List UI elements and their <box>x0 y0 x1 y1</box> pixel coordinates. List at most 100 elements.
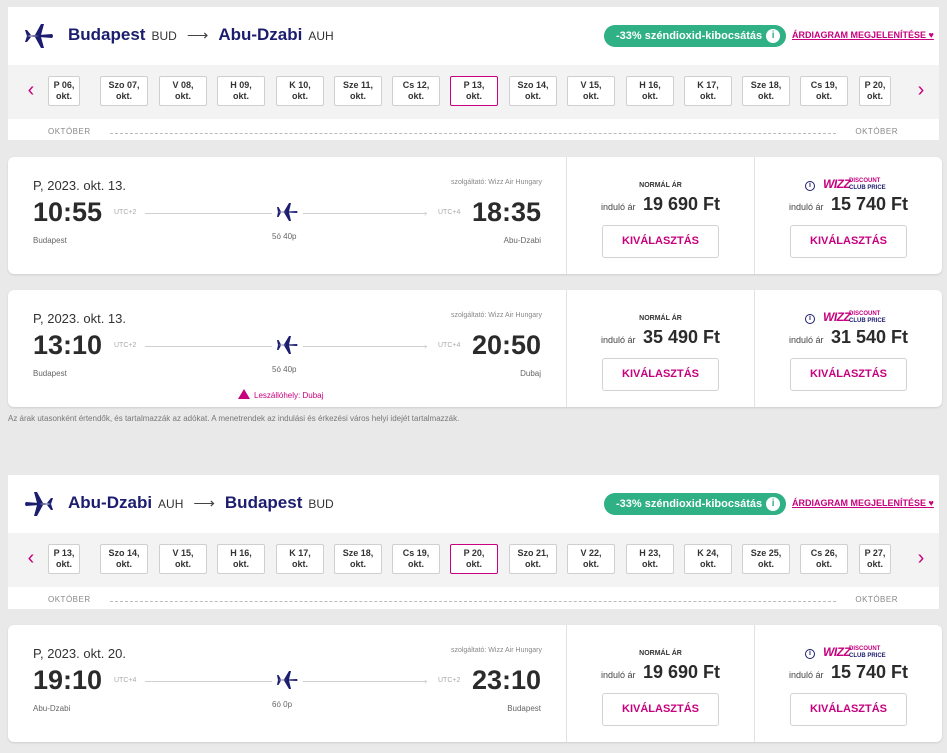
destination-city: Budapest <box>224 493 303 512</box>
month-row: OKTÓBER OKTÓBER <box>48 595 898 607</box>
arrival-time: 18:35 <box>471 197 541 227</box>
date-option-day: Szo 14, <box>517 80 549 90</box>
date-option[interactable]: V 22, okt. <box>567 544 615 574</box>
info-icon[interactable]: i <box>766 29 781 43</box>
info-icon[interactable]: i <box>805 649 815 659</box>
next-dates-arrow-icon[interactable]: › <box>917 547 925 569</box>
info-icon[interactable]: i <box>805 314 815 324</box>
date-option[interactable]: Sze 18, okt. <box>334 544 382 574</box>
date-option-day: Sze 18, <box>750 80 782 90</box>
club-price: induló ár 15 740 Ft <box>755 662 942 683</box>
date-option[interactable]: Cs 19, okt. <box>800 76 848 106</box>
date-option-day: Sze 18, <box>342 548 374 558</box>
date-option-day: P 27, <box>864 548 886 558</box>
date-option[interactable]: Sze 11, okt. <box>334 76 382 106</box>
select-normal-fare-button[interactable]: KIVÁLASZTÁS <box>602 358 719 391</box>
price-chart-link[interactable]: ÁRDIAGRAM MEGJELENÍTÉSE ♥ <box>792 498 934 508</box>
date-option-day: K 17, <box>697 80 719 90</box>
route-arrow: ⟶ <box>186 27 209 44</box>
wizz-club-logo-icon: WIZZ <box>823 645 851 659</box>
date-option-month: okt. <box>465 91 482 101</box>
airplane-icon <box>277 671 298 689</box>
date-option[interactable]: H 16, okt. <box>626 76 674 106</box>
date-option[interactable]: Szo 21, okt. <box>509 544 557 574</box>
wizz-club-logo-icon: WIZZ <box>823 177 851 191</box>
date-strip: ‹ › OKTÓBER OKTÓBER P 13, okt. Szo 14, okt.… <box>8 533 939 604</box>
date-option[interactable]: V 15, okt. <box>159 544 207 574</box>
date-option[interactable]: V 15, okt. <box>567 76 615 106</box>
month-label-right: OKTÓBER <box>855 595 898 604</box>
date-option-month: okt. <box>582 559 599 569</box>
normal-price-column: NORMÁL ÁR induló ár 19 690 Ft KIVÁLASZTÁ… <box>567 157 754 274</box>
select-club-fare-button[interactable]: KIVÁLASZTÁS <box>790 358 907 391</box>
price-chart-link[interactable]: ÁRDIAGRAM MEGJELENÍTÉSE ♥ <box>792 30 934 40</box>
column-divider <box>566 157 567 274</box>
club-label-line3: PRICE <box>867 653 886 659</box>
info-icon[interactable]: i <box>805 181 815 191</box>
date-option-day: K 10, <box>289 80 311 90</box>
date-option-month: okt. <box>407 559 424 569</box>
select-club-fare-button[interactable]: KIVÁLASZTÁS <box>790 693 907 726</box>
column-divider <box>566 625 567 742</box>
date-option[interactable]: K 17, okt. <box>684 76 732 106</box>
from-price-label: induló ár <box>600 670 636 680</box>
route-line <box>145 681 272 682</box>
date-option[interactable]: P 20, okt. <box>859 76 891 106</box>
date-option[interactable]: Szo 14, okt. <box>100 544 148 574</box>
date-option-day: Sze 11, <box>342 80 374 90</box>
date-option[interactable]: K 24, okt. <box>684 544 732 574</box>
prev-dates-arrow-icon[interactable]: ‹ <box>27 79 35 101</box>
date-option[interactable]: Sze 18, okt. <box>742 76 790 106</box>
month-divider <box>110 133 836 134</box>
date-option[interactable]: V 08, okt. <box>159 76 207 106</box>
next-dates-arrow-icon[interactable]: › <box>917 79 925 101</box>
date-option-month: okt. <box>232 559 249 569</box>
info-icon[interactable]: i <box>766 497 781 511</box>
date-option[interactable]: Sze 25, okt. <box>742 544 790 574</box>
club-price-amount: 15 740 Ft <box>830 194 909 214</box>
date-option[interactable]: P 27, okt. <box>859 544 891 574</box>
date-option[interactable]: P 06, okt. <box>48 76 80 106</box>
month-label-left: OKTÓBER <box>48 595 91 604</box>
date-option[interactable]: P 20, okt. <box>450 544 498 574</box>
select-club-fare-button[interactable]: KIVÁLASZTÁS <box>790 225 907 258</box>
co2-badge[interactable]: -33% széndioxid-kibocsátás i <box>604 493 787 515</box>
date-option[interactable]: Cs 26, okt. <box>800 544 848 574</box>
inbound-header: Abu-Dzabi AUH ⟶ Budapest BUD -33% széndi… <box>8 475 939 609</box>
prev-dates-arrow-icon[interactable]: ‹ <box>27 547 35 569</box>
club-price: induló ár 15 740 Ft <box>755 194 942 215</box>
club-label-line3: PRICE <box>867 318 886 324</box>
origin-city: Abu-Dzabi <box>68 493 153 512</box>
date-option[interactable]: P 13, okt. <box>450 76 498 106</box>
route-row: Abu-Dzabi AUH ⟶ Budapest BUD -33% széndi… <box>8 475 939 533</box>
from-price-label: induló ár <box>788 202 824 212</box>
route-arrow-icon: › <box>424 341 427 351</box>
select-normal-fare-button[interactable]: KIVÁLASZTÁS <box>602 693 719 726</box>
co2-badge[interactable]: -33% széndioxid-kibocsátás i <box>604 25 787 47</box>
date-strip: ‹ › OKTÓBER OKTÓBER P 06, okt. Szo 07, okt.… <box>8 65 939 136</box>
date-option[interactable]: K 10, okt. <box>276 76 324 106</box>
route-line <box>145 213 272 214</box>
date-option[interactable]: H 23, okt. <box>626 544 674 574</box>
from-price-label: induló ár <box>788 670 824 680</box>
date-option-day: H 16, <box>230 548 252 558</box>
arrival-timezone: UTC+4 <box>438 209 461 216</box>
date-option[interactable]: Szo 14, okt. <box>509 76 557 106</box>
club-price-column: i WIZZ DISCOUNT CLUB PRICE induló ár 15 … <box>755 157 942 274</box>
date-option-month: okt. <box>291 559 308 569</box>
layover-notice: Leszállóhely: Dubaj <box>238 389 323 400</box>
date-option[interactable]: K 17, okt. <box>276 544 324 574</box>
date-option[interactable]: Cs 19, okt. <box>392 544 440 574</box>
date-option-day: P 20, <box>864 80 886 90</box>
date-option[interactable]: H 09, okt. <box>217 76 265 106</box>
date-option[interactable]: Szo 07, okt. <box>100 76 148 106</box>
date-option[interactable]: P 13, okt. <box>48 544 80 574</box>
column-divider <box>566 290 567 407</box>
normal-price-label: NORMÁL ÁR <box>639 315 682 322</box>
route-title: Budapest BUD ⟶ Abu-Dzabi AUH <box>68 25 334 45</box>
club-label-line3: PRICE <box>867 185 886 191</box>
date-option[interactable]: H 16, okt. <box>217 544 265 574</box>
arrival-timezone: UTC+4 <box>438 342 461 349</box>
date-option[interactable]: Cs 12, okt. <box>392 76 440 106</box>
select-normal-fare-button[interactable]: KIVÁLASZTÁS <box>602 225 719 258</box>
